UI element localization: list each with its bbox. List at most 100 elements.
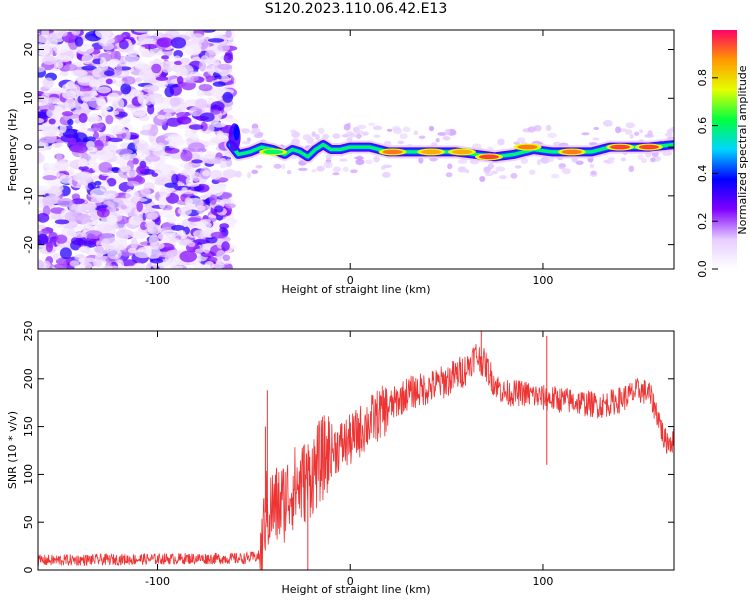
spectrogram-halo-blob [457,166,467,173]
spectrogram-noise-blob [188,124,204,130]
spectrogram-noise-blob [42,77,54,89]
spectrogram-noise-blob [205,97,214,104]
spectrogram-halo-blob [373,134,381,138]
spectrogram-noise-blob [102,265,113,269]
spectrogram-halo-blob [593,126,600,131]
spectrogram-noise-blob [78,246,87,252]
spectrogram-noise-blob [111,110,120,116]
spectrogram-noise-blob [94,180,102,186]
spectrogram-halo-blob [590,170,597,175]
spectrogram-halo-blob [286,170,292,175]
spectrogram-noise-blob [133,215,143,222]
spectrogram-noise-blob [161,229,176,237]
colorbar-tick-label: 0.8 [696,69,709,87]
spectrogram-noise-blob [119,59,127,67]
spectrogram-noise-blob [61,90,77,100]
spectrogram-halo-blob [662,151,673,156]
spectrogram-noise-blob [87,181,97,190]
spectrogram-noise-blob [38,185,51,192]
spectrogram-noise-blob [122,55,140,63]
spectrogram-halo-blob [372,125,383,131]
spectrogram-halo-blob [356,124,367,130]
spectrogram-noise-blob [210,109,221,115]
x-tick-label: -100 [145,575,170,588]
spectrogram-noise-blob [161,55,170,60]
spectrogram-halo-blob [343,123,351,131]
spectrogram-noise-blob [61,111,74,117]
spectrogram-x-axis-label: Height of straight line (km) [281,283,430,296]
spectrogram-noise-blob [87,115,102,124]
spectrogram-noise-blob [187,241,196,248]
spectrogram-halo-blob [629,134,634,139]
spectrogram-halo-blob [332,166,341,173]
spectrogram-halo-blob [342,166,349,172]
spectrogram-halo-blob [332,172,340,176]
y-tick-label: -20 [22,236,35,254]
spectrogram-noise-blob [168,138,185,147]
spectrogram-noise-blob [127,49,139,58]
y-tick-label: 250 [22,321,35,342]
colorbar: 0.0 0.2 0.4 0.6 0.8 Normalized spectral ampl… [696,30,749,278]
spectrogram-noise-blob [161,65,173,73]
spectrogram-noise-blob [79,261,92,269]
spectrogram-noise-blob [38,224,46,230]
spectrogram-noise-blob [42,55,57,66]
spectrogram-hot-spot [263,149,284,155]
spectrogram-noise-blob [214,205,224,213]
spectrogram-noise-blob [52,43,70,53]
spectrogram-noise-blob [59,247,72,260]
spectrogram-halo-blob [604,159,615,164]
spectrogram-noise-blob [41,126,57,137]
spectrogram-noise-blob [71,198,85,205]
spectrogram-noise-blob [204,260,215,269]
spectrogram-noise-blob [109,125,126,135]
spectrogram-noise-blob [48,87,64,94]
spectrogram-halo-blob [437,132,447,136]
spectrogram-noise-blob [81,103,89,112]
spectrogram-x-ticks: -100 0 100 [145,30,553,287]
spectrogram-noise-blob [57,198,74,208]
spectrogram-signal-ridge [224,123,674,164]
spectrogram-noise-blob [219,223,230,230]
spectrogram-noise-blob [126,180,140,187]
spectrogram-noise-blob [84,230,103,240]
spectrogram-noise-blob [211,263,225,269]
spectrogram-noise-blob [38,151,43,163]
spectrogram-noise-blob [134,248,152,259]
spectrogram-noise-blob [91,245,109,256]
spectrogram-noise-blob [217,63,233,70]
spectrogram-halo-blob [536,159,541,166]
spectrogram-noise-blob [38,118,45,124]
spectrogram-halo-blob [246,171,252,179]
spectrogram-halo-blob [418,135,426,140]
spectrogram-noise-blob [188,142,205,153]
spectrogram-halo-blob [348,132,356,138]
spectrogram-halo-blob [562,168,571,175]
spectrogram-halo-blob [380,165,386,170]
spectrogram-halo-blob [497,138,505,146]
spectrogram-halo-blob [435,138,440,143]
spectrogram-noise-blob [47,32,57,43]
spectrogram-halo-blob [628,165,635,173]
spectrogram-hot-spot [452,149,472,155]
spectrogram-noise-blob [102,42,114,51]
spectrogram-hot-spot [478,154,499,160]
spectrogram-noise-blob [73,141,89,154]
spectrogram-halo-blob [457,159,468,164]
spectrogram-noise-blob [106,92,121,104]
spectrogram-halo-blob [346,137,353,142]
spectrogram-halo-blob [316,165,325,172]
x-tick-label: 0 [347,274,354,287]
snr-panel: -100 0 100 0 50 100 150 200 250 Height of strai… [6,321,675,596]
spectrogram-noise-blob [133,191,140,203]
spectrogram-noise-blob [54,160,70,172]
spectrogram-noise-blob [41,260,51,269]
spectrogram-halo-blob [253,133,264,139]
snr-y-ticks: 0 50 100 150 200 250 [22,321,674,574]
spectrogram-noise-blob [55,234,68,244]
spectrogram-noise-blob [183,163,193,170]
spectrogram-halo-blob [620,157,627,162]
spectrogram-noise-blob [169,263,178,269]
